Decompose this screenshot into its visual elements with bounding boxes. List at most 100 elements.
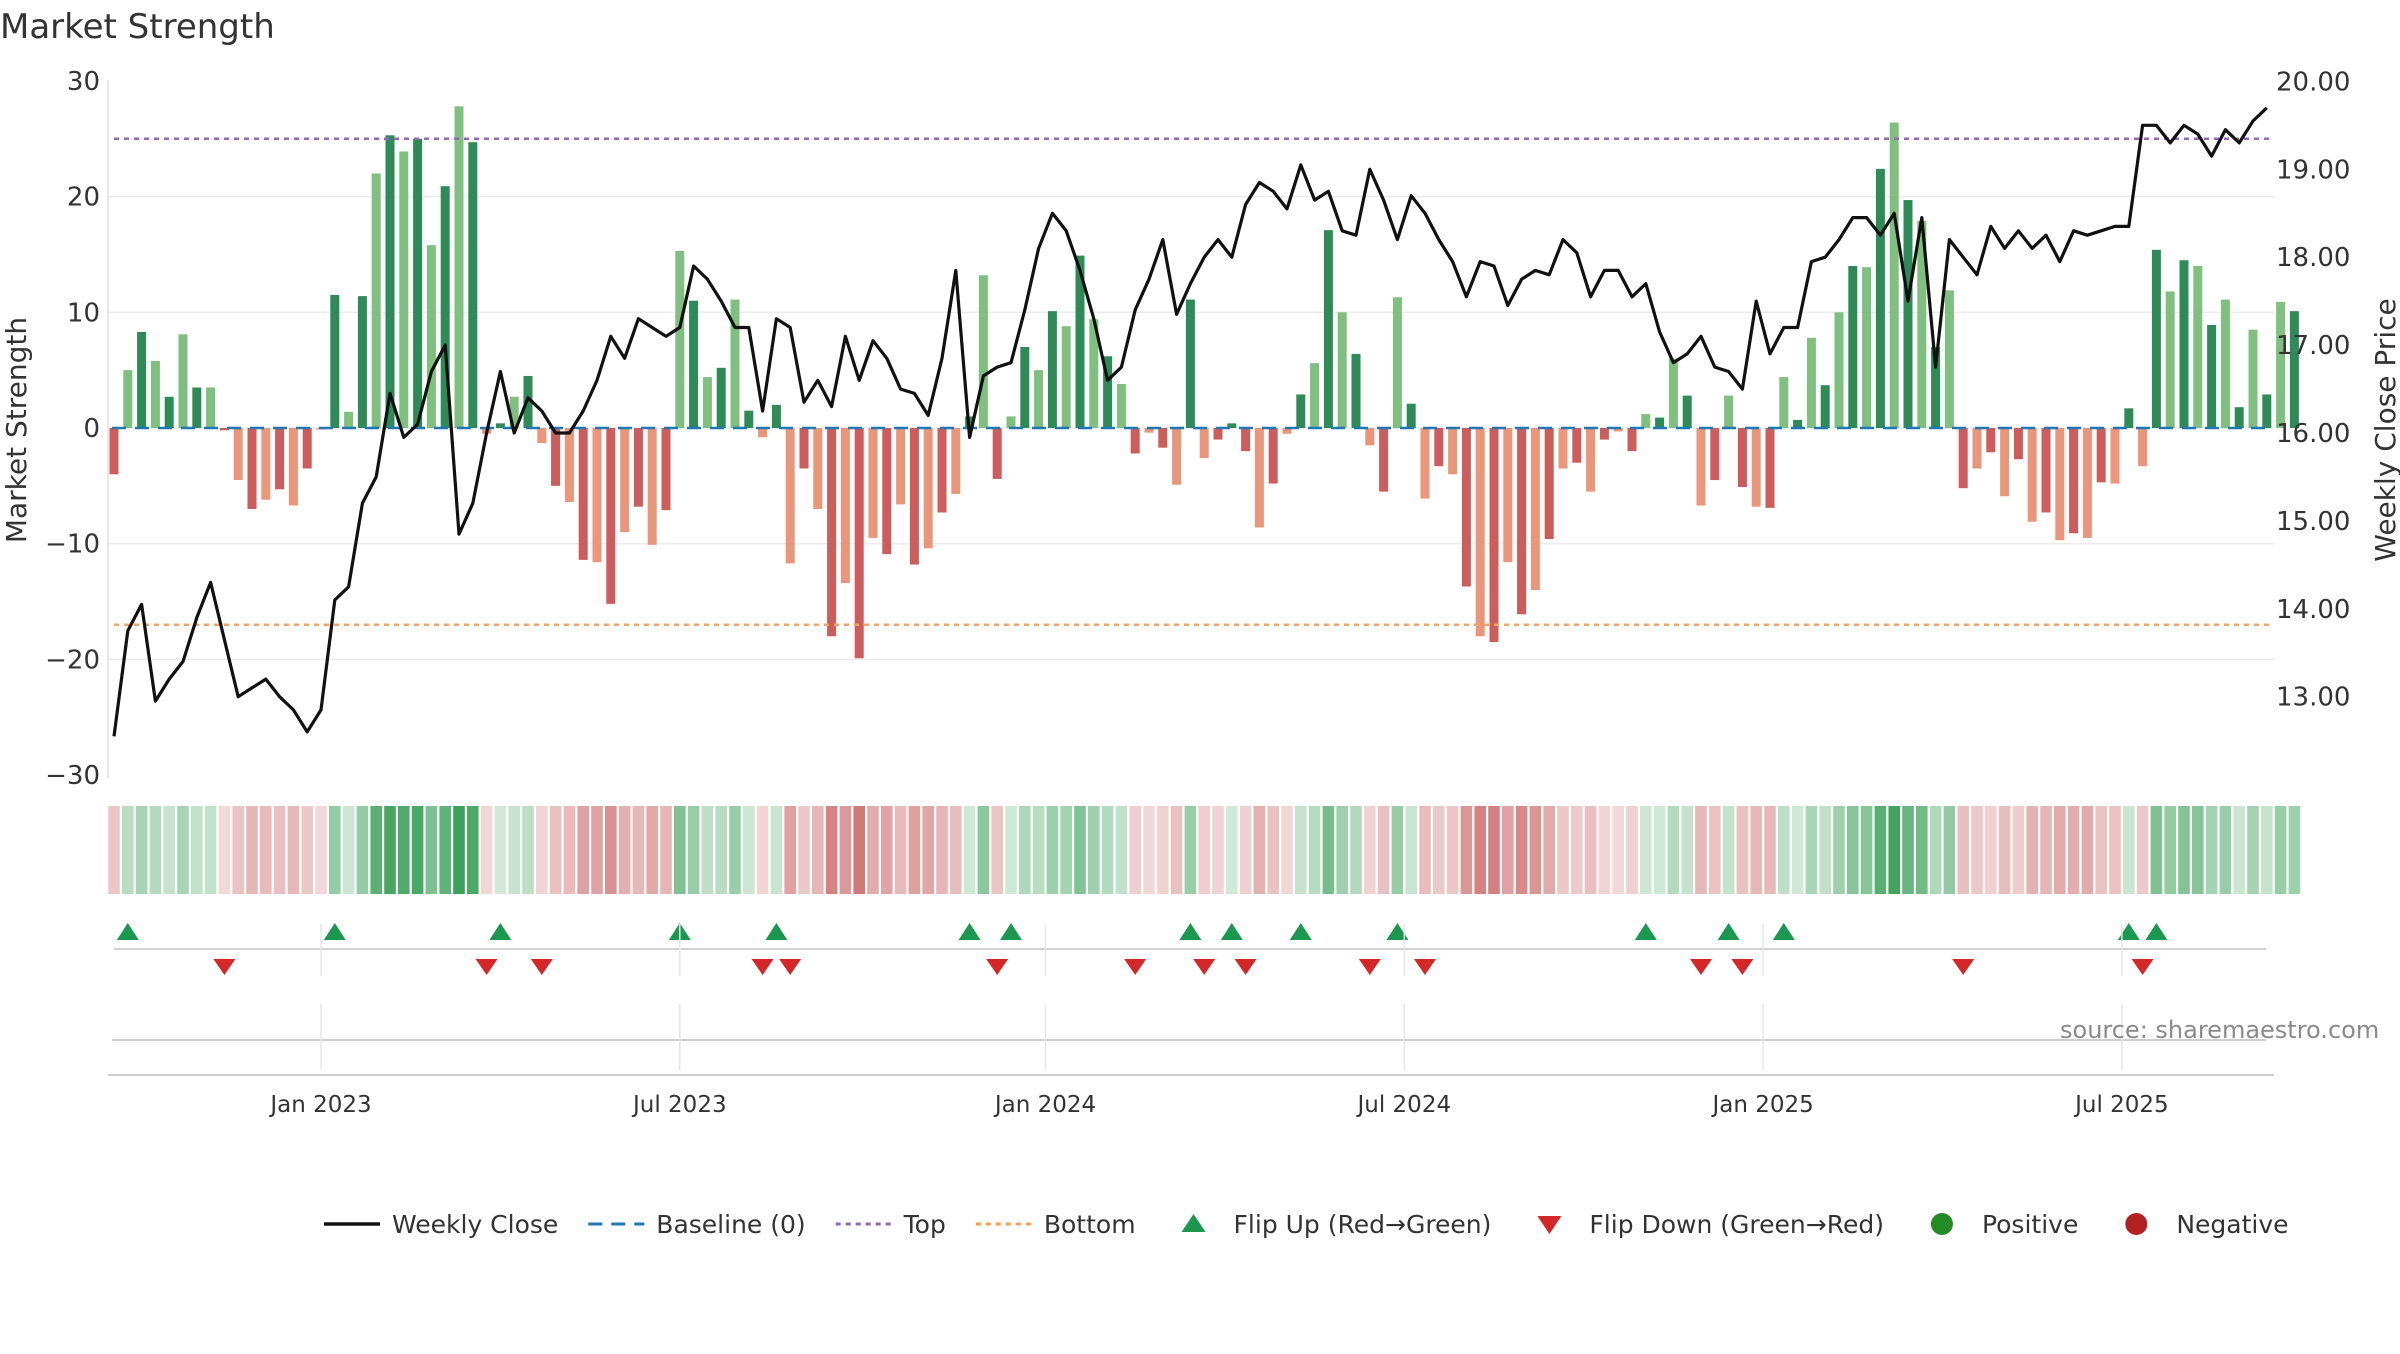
strip-cell [1474,806,1486,894]
strip-cell [356,806,369,894]
strip-cell [2164,806,2176,894]
strength-bar [1061,326,1071,428]
strength-bar [1296,394,1306,428]
legend-swatch [1181,1214,1206,1232]
strength-bar [164,396,174,428]
flip-down-marker [779,959,802,975]
strength-bar [1461,428,1471,587]
strength-bar [1751,428,1761,507]
strip-cell [632,806,645,894]
strength-bar [2110,428,2120,484]
strength-bar [509,396,519,428]
left-tick-label: 0 [83,414,100,444]
strength-bar [1130,428,1140,454]
strip-cell [1736,806,1749,894]
strip-cell [1198,806,1210,894]
strip-cell [273,806,286,894]
strip-cell [1957,806,1969,894]
strength-bar [2082,428,2092,538]
strip-cell [1115,806,1128,894]
strip-cell [1074,806,1086,894]
strip-cell [729,806,741,894]
flip-up-marker [1000,923,1022,940]
flip-up-marker [1289,923,1312,940]
strength-bar [1958,428,1968,489]
strength-bar [896,428,906,505]
legend-item: Positive [1930,1210,2078,1239]
strength-bar [454,106,464,428]
strength-bar [1517,428,1527,615]
legend-item: Flip Down (Green→Red) [1537,1210,1884,1239]
flip-up-marker [1634,923,1657,940]
strength-bar [1641,414,1651,428]
legend-label: Top [903,1210,946,1239]
strength-bar [1034,370,1044,428]
strip-cell [108,806,120,894]
flip-up-marker [116,923,139,940]
x-tick-label: Jan 2023 [268,1092,371,1118]
strength-bar [1779,377,1789,428]
strength-bar [1862,267,1872,428]
strength-bar [1020,347,1030,428]
strength-bar [1599,428,1609,440]
strength-bar [633,428,643,507]
strip-cell [1916,806,1928,894]
strip-cell [1695,806,1707,894]
strength-bar [1806,337,1816,428]
strip-cell [784,806,796,894]
strength-bar [399,151,409,429]
strip-cell [812,806,824,894]
strength-bar [440,186,450,428]
strip-cell [204,806,217,894]
legend-item: Top [835,1210,946,1239]
strength-bar [992,428,1002,479]
strength-bar [702,377,712,428]
strip-cell [2219,806,2232,894]
strength-bar [1668,358,1678,428]
flip-up-marker [1220,923,1243,940]
flip-down-marker [1952,959,1975,975]
strength-bar [1047,311,1057,428]
strength-bar [1006,416,1016,428]
flip-up-marker [765,923,788,940]
strength-bar [385,135,395,429]
strip-cell [536,806,548,894]
strip-cell [963,806,976,894]
strip-cell [1985,806,1997,894]
x-tick-label: Jul 2023 [631,1092,727,1118]
strip-cell [1998,806,2011,894]
strip-cell [1819,806,1831,894]
strength-bar [1420,428,1430,499]
legend-swatch [2125,1213,2148,1235]
strength-bar [1765,428,1775,508]
strength-bar [302,428,312,469]
strip-cell [1005,806,1017,894]
strength-bar [1089,319,1099,428]
strip-cell [1709,806,1721,894]
strength-bar [1379,428,1389,492]
strength-bar [1834,312,1844,428]
strength-bar [1724,395,1734,428]
strength-bar [2000,428,2010,497]
strip-cell [411,806,424,894]
strength-bar [357,296,367,428]
flip-up-marker [489,923,512,940]
strength-bar [744,410,754,428]
strip-cell [163,806,175,894]
strength-bar [1158,428,1168,448]
strength-bar [771,404,781,428]
strip-cell [1253,806,1266,894]
strength-bar [2207,325,2217,428]
flip-up-marker [1179,923,1202,940]
strip-cell [2288,806,2301,894]
flip-up-marker [958,923,981,940]
strip-cell [315,806,327,894]
strength-bar [371,173,381,428]
strip-cell [2123,806,2135,894]
strip-cell [618,806,631,894]
strip-cell [1488,806,1500,894]
strip-cell [2026,806,2038,894]
source-credit: source: sharemaestro.com [2060,1016,2380,1044]
strip-cell [494,806,507,894]
strength-bar [2262,394,2272,428]
